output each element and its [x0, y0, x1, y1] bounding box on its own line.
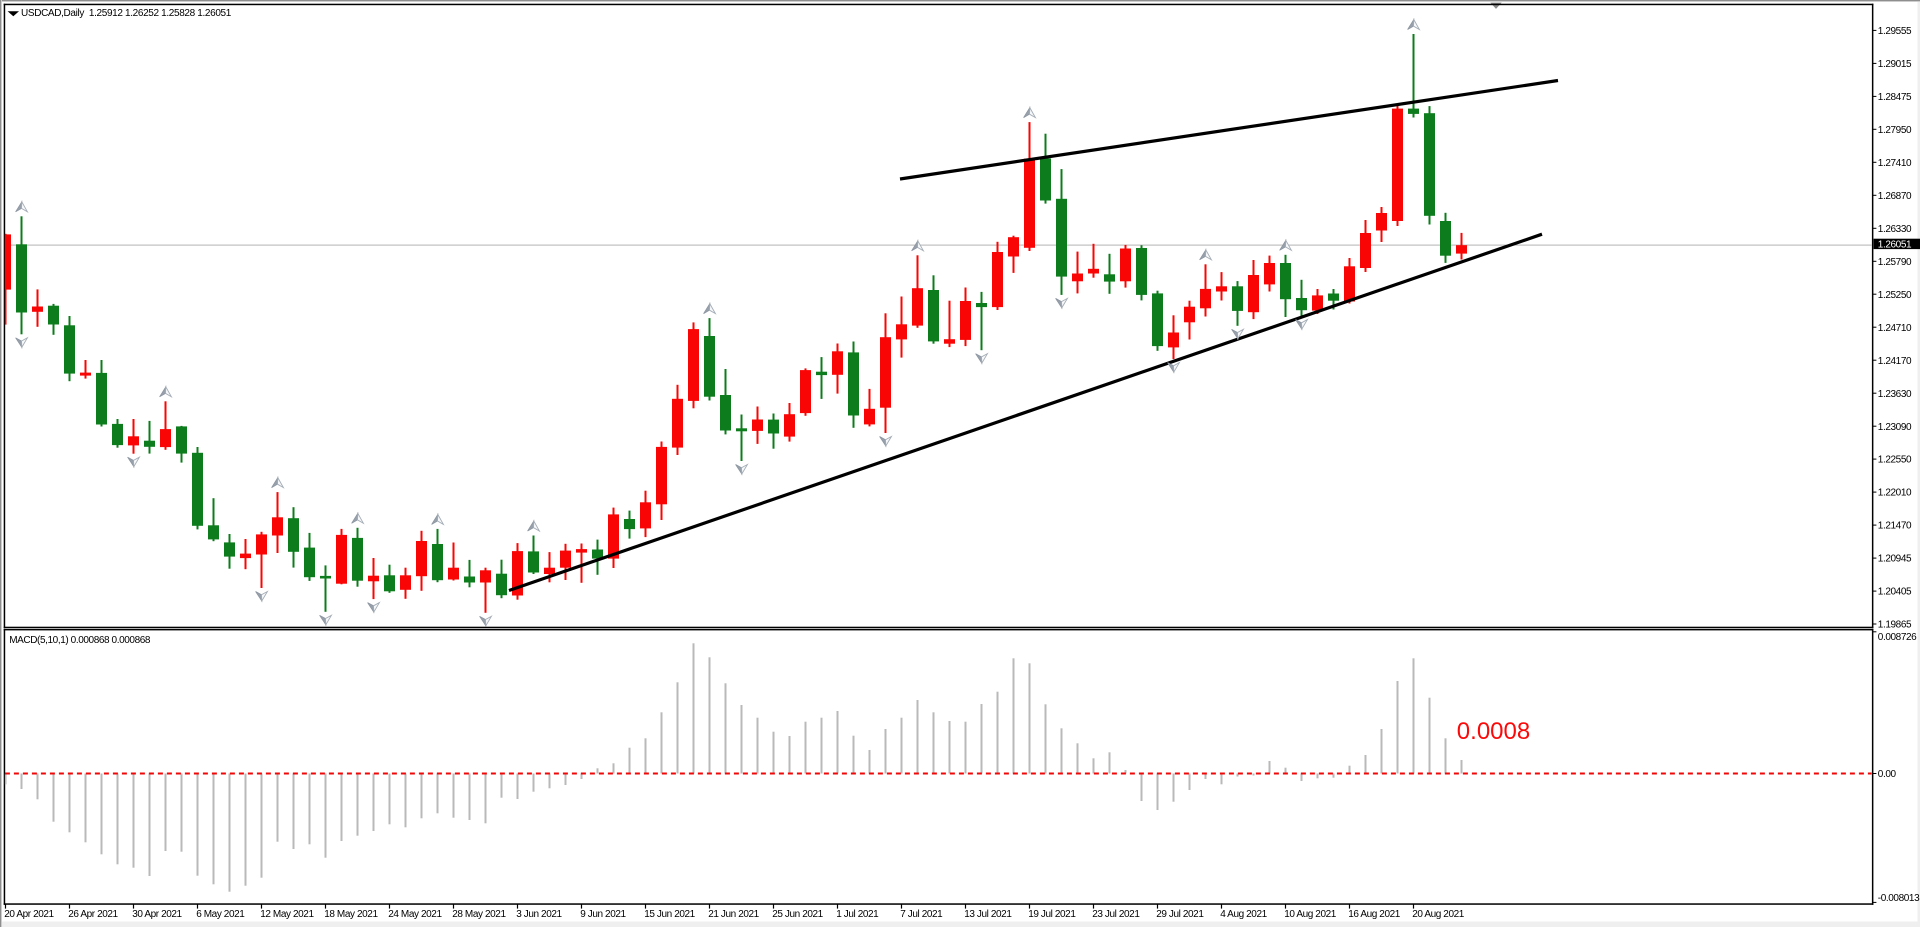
svg-text:29 Jul 2021: 29 Jul 2021	[1156, 909, 1204, 920]
svg-text:1.27950: 1.27950	[1878, 125, 1912, 136]
svg-text:1.27410: 1.27410	[1878, 158, 1912, 169]
svg-text:1.29555: 1.29555	[1878, 26, 1912, 37]
svg-text:16 Aug 2021: 16 Aug 2021	[1348, 909, 1401, 920]
svg-text:0.00: 0.00	[1878, 769, 1897, 780]
svg-text:1.20945: 1.20945	[1878, 554, 1912, 565]
svg-text:15 Jun 2021: 15 Jun 2021	[644, 909, 695, 920]
svg-text:28 May 2021: 28 May 2021	[452, 909, 506, 920]
svg-text:25 Jun 2021: 25 Jun 2021	[772, 909, 823, 920]
svg-text:1.22550: 1.22550	[1878, 455, 1912, 466]
svg-text:10 Aug 2021: 10 Aug 2021	[1284, 909, 1337, 920]
svg-text:-0.008013: -0.008013	[1878, 893, 1920, 904]
svg-text:18 May 2021: 18 May 2021	[324, 909, 378, 920]
svg-text:12 May 2021: 12 May 2021	[260, 909, 314, 920]
svg-text:13 Jul 2021: 13 Jul 2021	[964, 909, 1012, 920]
svg-text:1.29015: 1.29015	[1878, 59, 1912, 70]
svg-text:20 Aug 2021: 20 Aug 2021	[1412, 909, 1465, 920]
svg-text:4 Aug 2021: 4 Aug 2021	[1220, 909, 1267, 920]
svg-text:1.25790: 1.25790	[1878, 257, 1912, 268]
svg-text:1.21470: 1.21470	[1878, 521, 1912, 532]
svg-text:7 Jul 2021: 7 Jul 2021	[900, 909, 943, 920]
svg-text:USDCAD,Daily 1.25912 1.26252: USDCAD,Daily 1.25912 1.26252 1.25828 1.2…	[21, 8, 232, 19]
svg-text:1.24710: 1.24710	[1878, 323, 1912, 334]
svg-text:0.0008: 0.0008	[1457, 718, 1530, 745]
svg-text:1.23630: 1.23630	[1878, 389, 1912, 400]
svg-text:26 Apr 2021: 26 Apr 2021	[68, 909, 118, 920]
svg-text:1.19865: 1.19865	[1878, 620, 1912, 631]
svg-text:24 May 2021: 24 May 2021	[388, 909, 442, 920]
svg-text:23 Jul 2021: 23 Jul 2021	[1092, 909, 1140, 920]
svg-text:1 Jul 2021: 1 Jul 2021	[836, 909, 879, 920]
svg-text:1.26051: 1.26051	[1878, 240, 1912, 251]
svg-text:3 Jun 2021: 3 Jun 2021	[516, 909, 562, 920]
svg-text:1.22010: 1.22010	[1878, 488, 1912, 499]
svg-text:MACD(5,10,1) 0.000868 0.000868: MACD(5,10,1) 0.000868 0.000868	[9, 635, 151, 646]
svg-text:6 May 2021: 6 May 2021	[196, 909, 245, 920]
svg-text:19 Jul 2021: 19 Jul 2021	[1028, 909, 1076, 920]
svg-text:1.20405: 1.20405	[1878, 587, 1912, 598]
svg-text:1.23090: 1.23090	[1878, 422, 1912, 433]
svg-text:1.26870: 1.26870	[1878, 191, 1912, 202]
svg-text:1.26330: 1.26330	[1878, 224, 1912, 235]
svg-text:20 Apr 2021: 20 Apr 2021	[4, 909, 54, 920]
svg-text:1.24170: 1.24170	[1878, 356, 1912, 367]
svg-text:1.25250: 1.25250	[1878, 290, 1912, 301]
svg-text:0.008726: 0.008726	[1878, 632, 1917, 643]
svg-text:9 Jun 2021: 9 Jun 2021	[580, 909, 626, 920]
svg-text:1.28475: 1.28475	[1878, 92, 1912, 103]
svg-text:21 Jun 2021: 21 Jun 2021	[708, 909, 759, 920]
svg-text:30 Apr 2021: 30 Apr 2021	[132, 909, 182, 920]
